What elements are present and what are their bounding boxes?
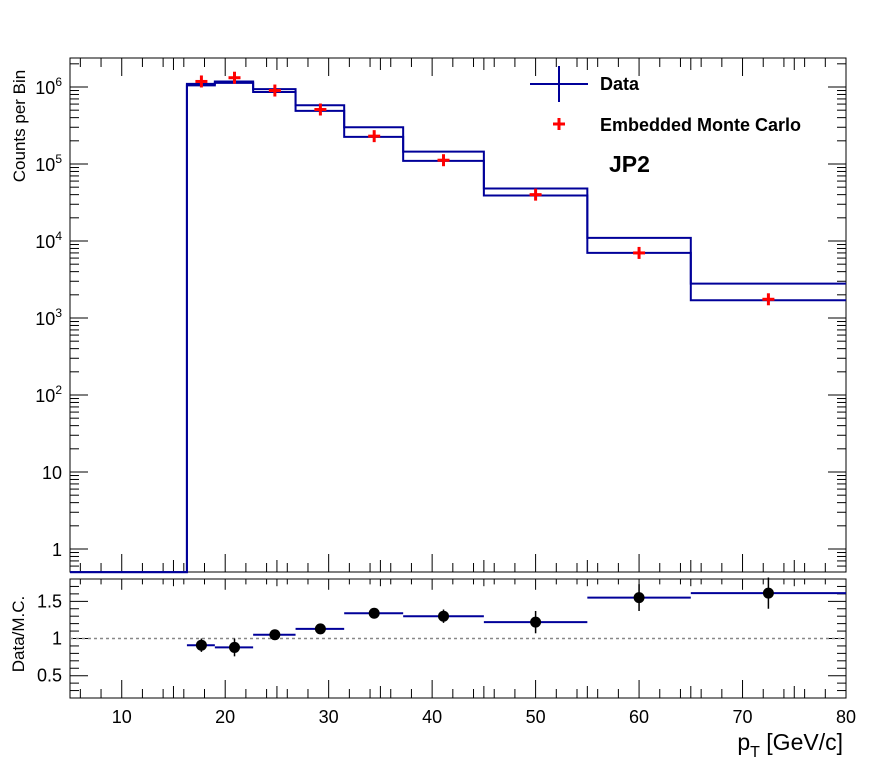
top-y-tick-label-base: 10 — [35, 386, 55, 406]
x-axis-label: pT [GeV/c] — [737, 729, 843, 761]
x-axis-label-subscript: T — [750, 744, 760, 761]
trigger-annotation: JP2 — [609, 151, 650, 177]
mc-point — [633, 246, 646, 259]
ratio-point — [214, 638, 254, 657]
ratio-point — [295, 623, 345, 635]
ratio-point — [344, 607, 404, 619]
mc-point — [228, 71, 241, 84]
top-y-axis-label: Counts per Bin — [10, 70, 29, 182]
top-y-tick-label-base: 1 — [52, 540, 62, 560]
top-y-tick-label-exponent: 2 — [55, 383, 62, 397]
ratio-point — [253, 629, 296, 641]
ratio-marker — [269, 629, 281, 641]
mc-point — [437, 154, 450, 167]
top-y-tick-label-exponent: 3 — [55, 306, 62, 320]
top-y-tick-label: 102 — [35, 383, 62, 406]
ratio-marker — [633, 592, 645, 604]
mc-point — [529, 188, 542, 201]
ratio-series — [186, 577, 846, 657]
bottom-y-tick-label: 1.5 — [37, 591, 62, 611]
bottom-y-tick-label: 0.5 — [37, 666, 62, 686]
bottom-y-tick-label: 1 — [52, 629, 62, 649]
ratio-point — [587, 584, 691, 611]
ratio-point — [690, 577, 846, 609]
x-tick-label: 50 — [526, 707, 546, 727]
legend-item-mc: Embedded Monte Carlo — [553, 115, 801, 135]
mc-point — [762, 293, 775, 306]
top-y-tick-label: 1 — [52, 540, 62, 560]
ratio-point — [186, 638, 215, 652]
bottom-y-axis-label: Data/M.C. — [9, 596, 28, 673]
ratio-marker — [762, 587, 774, 599]
ratio-marker — [314, 623, 326, 635]
ratio-marker — [438, 610, 450, 622]
top-y-tick-label: 106 — [35, 75, 62, 98]
top-y-tick-label-base: 10 — [35, 155, 55, 175]
top-y-tick-label-exponent: 4 — [55, 229, 62, 243]
x-tick-label: 20 — [215, 707, 235, 727]
bottom-axes: 0.5 1 1.5 10 20 30 40 50 60 70 80 — [37, 578, 856, 727]
top-y-tick-label-exponent: 6 — [55, 75, 62, 89]
mc-point — [368, 130, 381, 143]
top-plot-frame — [69, 57, 847, 573]
legend-item-data: Data — [530, 66, 640, 102]
top-y-tick-label: 103 — [35, 306, 62, 329]
x-tick-label: 80 — [836, 707, 856, 727]
mc-point — [268, 84, 281, 97]
top-y-tick-label: 104 — [35, 229, 62, 252]
legend-mc-label: Embedded Monte Carlo — [600, 115, 801, 135]
top-y-tick-label: 10 — [42, 463, 62, 483]
mc-point — [195, 75, 208, 88]
mc-point — [314, 103, 327, 116]
ratio-marker — [229, 641, 241, 653]
data-histogram-line — [70, 80, 846, 574]
ratio-point — [403, 609, 484, 623]
ratio-marker — [195, 639, 207, 651]
top-y-tick-label-base: 10 — [35, 78, 55, 98]
x-tick-label: 30 — [319, 707, 339, 727]
top-y-tick-label-base: 10 — [35, 232, 55, 252]
legend: Data Embedded Monte Carlo — [530, 66, 801, 135]
ratio-marker — [530, 616, 542, 628]
x-tick-label: 70 — [733, 707, 753, 727]
x-tick-label: 60 — [629, 707, 649, 727]
bottom-panel: 0.5 1 1.5 10 20 30 40 50 60 70 80 Data/M.C. pT [Ge… — [9, 577, 856, 761]
top-y-tick-label-base: 10 — [35, 309, 55, 329]
x-axis-label-units: [GeV/c] — [760, 729, 843, 755]
x-axis-label-main: p — [737, 729, 750, 755]
top-y-tick-label: 105 — [35, 152, 62, 175]
ratio-point — [483, 610, 588, 634]
x-tick-label: 10 — [112, 707, 132, 727]
ratio-marker — [368, 607, 380, 619]
top-series — [70, 71, 846, 574]
legend-data-label: Data — [600, 74, 640, 94]
x-tick-label: 40 — [422, 707, 442, 727]
top-y-tick-label-base: 10 — [42, 463, 62, 483]
top-y-tick-label-exponent: 5 — [55, 152, 62, 166]
